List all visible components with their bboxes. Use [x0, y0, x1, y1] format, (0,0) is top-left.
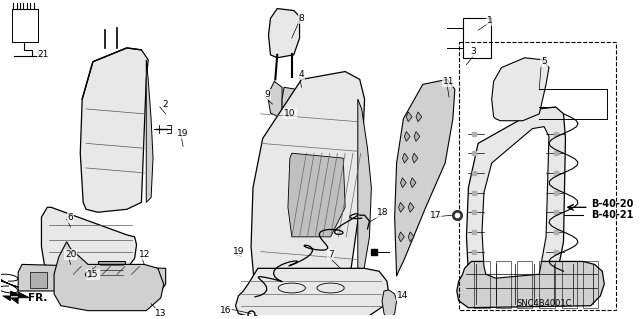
Polygon shape — [399, 232, 404, 242]
Polygon shape — [404, 131, 410, 141]
Text: 18: 18 — [377, 208, 388, 217]
Polygon shape — [467, 107, 566, 294]
Polygon shape — [269, 9, 300, 58]
Text: 20: 20 — [65, 250, 76, 259]
Text: 19: 19 — [177, 129, 189, 138]
Polygon shape — [399, 202, 404, 212]
Text: 3: 3 — [470, 47, 476, 56]
Polygon shape — [408, 232, 414, 242]
Polygon shape — [414, 131, 420, 141]
Polygon shape — [3, 291, 22, 301]
Text: 11: 11 — [444, 77, 455, 86]
Polygon shape — [482, 127, 549, 278]
Polygon shape — [42, 207, 136, 268]
Text: 4: 4 — [299, 70, 305, 79]
Text: 21: 21 — [38, 50, 49, 59]
Polygon shape — [416, 112, 422, 122]
Polygon shape — [412, 153, 418, 163]
Text: 13: 13 — [155, 309, 166, 318]
Text: 6: 6 — [68, 213, 74, 222]
Text: 8: 8 — [299, 14, 305, 23]
Text: 14: 14 — [397, 291, 408, 300]
Polygon shape — [269, 81, 282, 117]
Polygon shape — [251, 71, 365, 298]
Text: 16: 16 — [220, 306, 232, 315]
Text: 2: 2 — [163, 100, 168, 108]
Polygon shape — [395, 79, 455, 276]
Polygon shape — [288, 153, 345, 237]
Polygon shape — [358, 99, 371, 276]
Polygon shape — [457, 262, 604, 308]
Text: 19: 19 — [233, 247, 244, 256]
Polygon shape — [382, 290, 397, 319]
Polygon shape — [78, 272, 96, 288]
Polygon shape — [18, 264, 166, 291]
Text: 9: 9 — [265, 90, 271, 99]
Polygon shape — [10, 292, 30, 304]
Text: 7: 7 — [328, 250, 333, 259]
Polygon shape — [54, 272, 72, 288]
Polygon shape — [282, 87, 298, 119]
Polygon shape — [30, 272, 47, 288]
Text: B-40-21: B-40-21 — [591, 210, 633, 220]
Text: 12: 12 — [139, 250, 150, 259]
Text: 5: 5 — [541, 57, 547, 66]
Polygon shape — [98, 262, 125, 281]
Polygon shape — [403, 153, 408, 163]
Polygon shape — [408, 202, 414, 212]
Polygon shape — [127, 272, 144, 288]
Text: SNC4B4001C: SNC4B4001C — [516, 299, 572, 308]
Text: 1: 1 — [487, 16, 493, 25]
Polygon shape — [147, 60, 153, 202]
Text: 15: 15 — [87, 270, 99, 279]
Polygon shape — [54, 242, 164, 311]
Text: B-40-20: B-40-20 — [591, 199, 633, 209]
Polygon shape — [236, 268, 389, 317]
Polygon shape — [80, 48, 148, 212]
Text: 10: 10 — [284, 109, 296, 118]
Polygon shape — [102, 272, 120, 288]
Text: FR.: FR. — [28, 293, 47, 303]
Polygon shape — [406, 112, 412, 122]
Text: 17: 17 — [429, 211, 441, 220]
Bar — [459, 42, 616, 310]
Polygon shape — [492, 58, 549, 121]
Polygon shape — [410, 178, 416, 188]
Polygon shape — [401, 178, 406, 188]
